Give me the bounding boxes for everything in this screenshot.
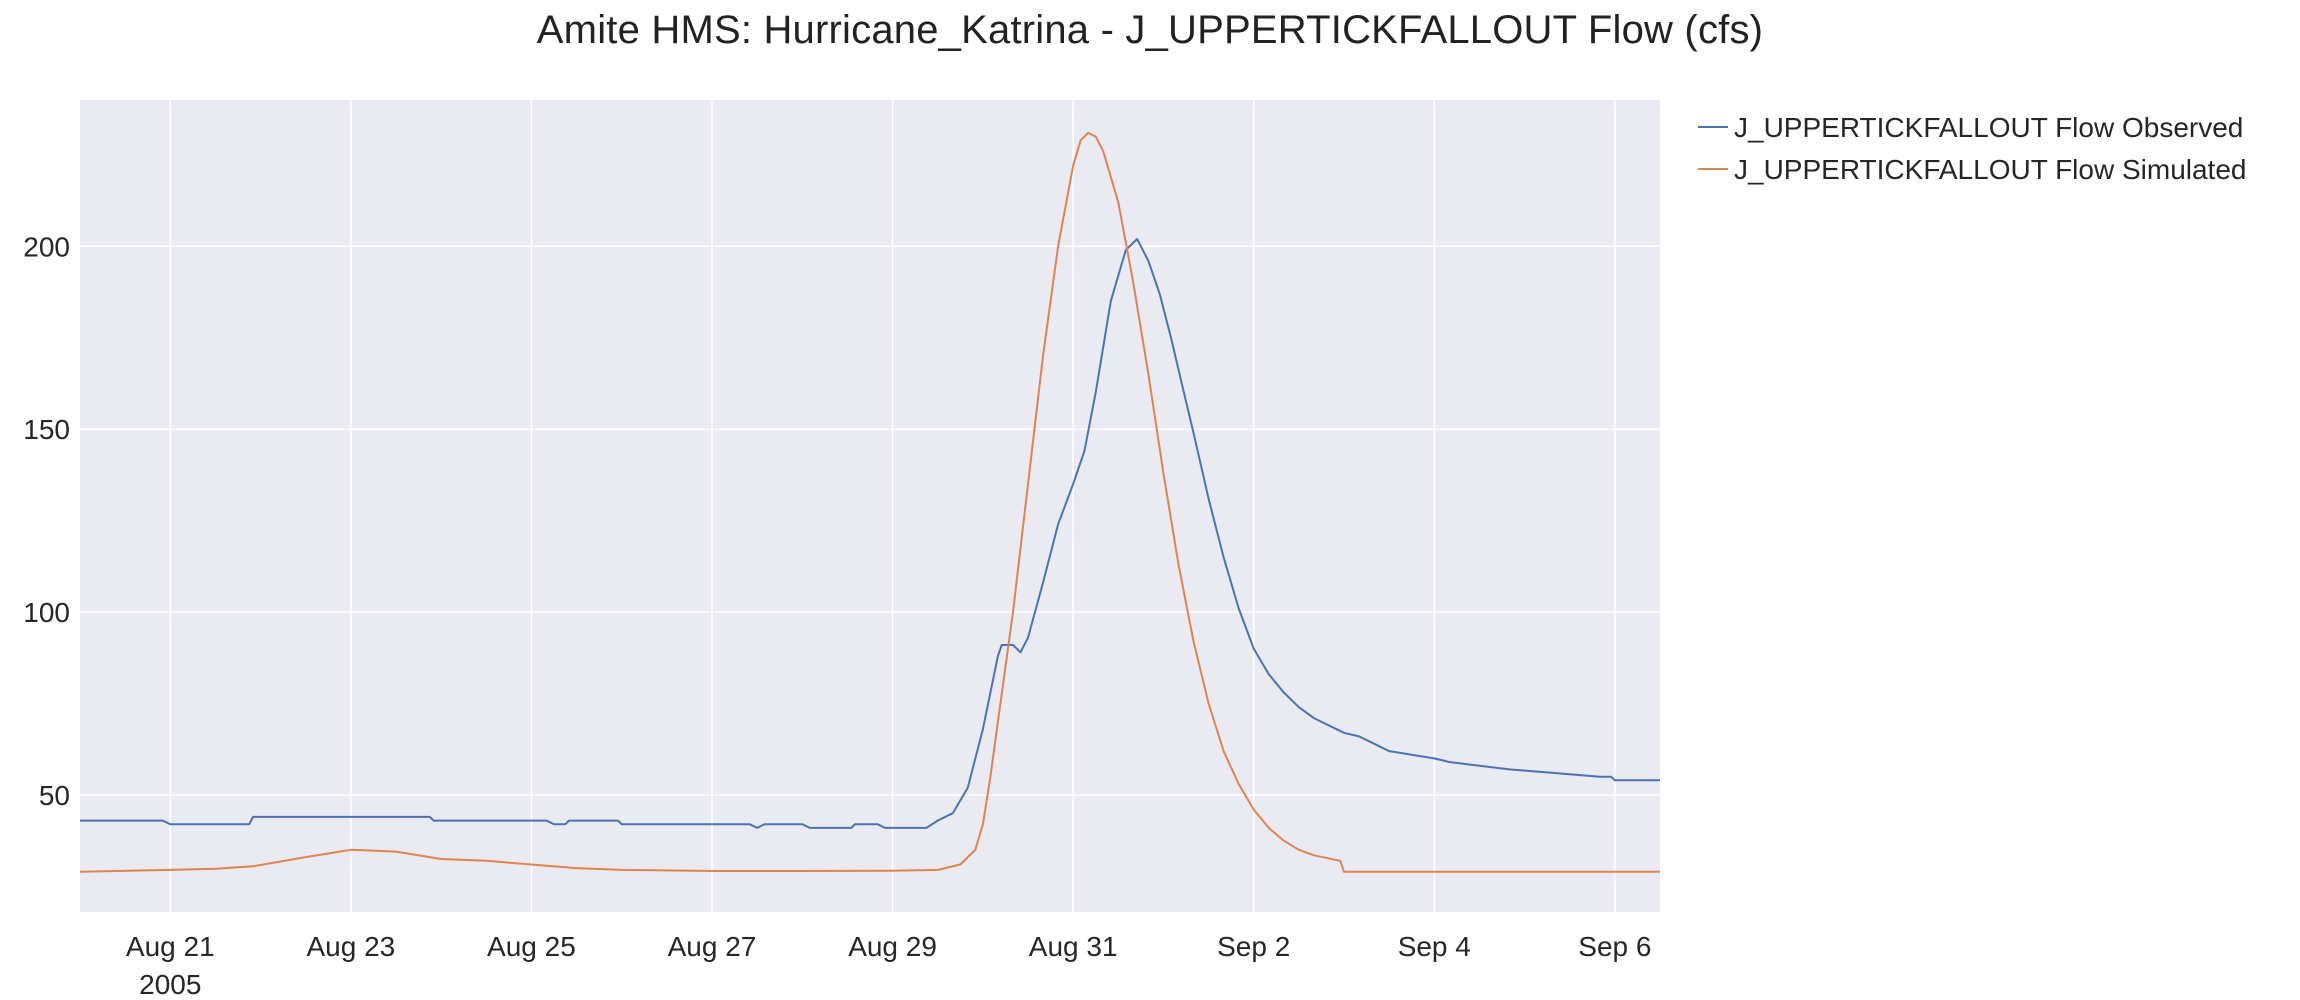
chart-title: Amite HMS: Hurricane_Katrina - J_UPPERTI… [536,8,1764,52]
x-axis-ticks: Aug 21 Aug 23 Aug 25 Aug 27 Aug 29 Aug 31 Sep … [126,931,1652,1000]
legend: J_UPPERTICKFALLOUT Flow Observed J_UPPERT… [1698,112,2246,185]
plot-area [80,100,1660,912]
x-tick-label: Aug 23 [306,931,395,962]
series-group [80,131,1660,873]
x-tick-label: Aug 27 [668,931,757,962]
legend-label: J_UPPERTICKFALLOUT Flow Observed [1734,112,2243,143]
x-tick-label: Aug 21 [126,931,215,962]
grid-lines [80,100,1660,912]
x-tick-label: Sep 2 [1217,931,1290,962]
y-tick-label: 50 [39,780,70,811]
x-tick-label: Aug 29 [848,931,937,962]
x-tick-label: Aug 31 [1029,931,1118,962]
x-tick-label: Sep 4 [1398,931,1471,962]
x-year-label: 2005 [139,969,201,1000]
y-axis-ticks: 50 100 150 200 [23,231,70,811]
series-line-observed [80,238,1660,829]
y-tick-label: 150 [23,414,70,445]
y-tick-label: 200 [23,231,70,262]
series-line-simulated [80,131,1660,873]
x-tick-label: Sep 6 [1578,931,1651,962]
y-tick-label: 100 [23,597,70,628]
legend-label: J_UPPERTICKFALLOUT Flow Simulated [1734,154,2246,185]
x-tick-label: Aug 25 [487,931,576,962]
